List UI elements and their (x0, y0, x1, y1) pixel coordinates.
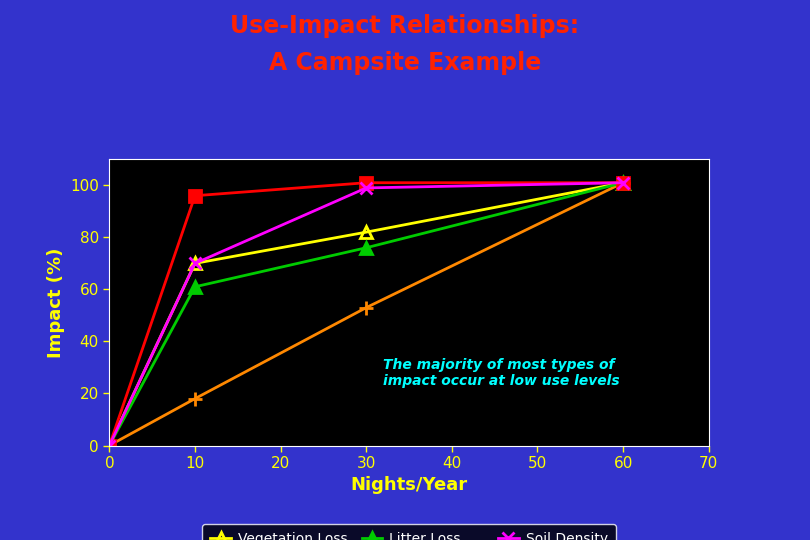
X-axis label: Nights/Year: Nights/Year (351, 476, 467, 495)
Text: The majority of most types of
impact occur at low use levels: The majority of most types of impact occ… (383, 357, 620, 388)
Text: Use-Impact Relationships:: Use-Impact Relationships: (230, 14, 580, 37)
Legend: Vegetation Loss, Soil Exposure, Litter Loss, Seedling Loss, Soil Density: Vegetation Loss, Soil Exposure, Litter L… (202, 524, 616, 540)
Y-axis label: Impact (%): Impact (%) (46, 247, 65, 357)
Text: A Campsite Example: A Campsite Example (269, 51, 541, 75)
